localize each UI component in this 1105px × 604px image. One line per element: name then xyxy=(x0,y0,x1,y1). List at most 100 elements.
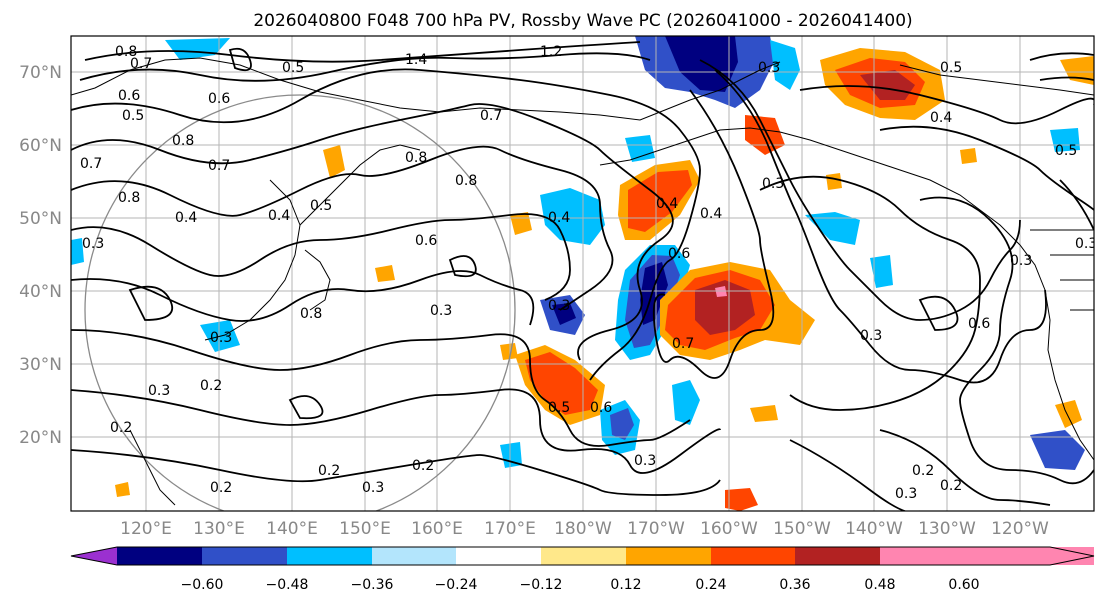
lon-label: 120°W xyxy=(991,519,1049,539)
contour-label: 0.6 xyxy=(415,233,437,249)
coastlines xyxy=(71,57,1094,506)
contour-label: 1.4 xyxy=(405,52,427,68)
contour-label: 0.6 xyxy=(968,316,990,332)
anomaly-region-positive xyxy=(375,265,395,282)
lat-label: 40°N xyxy=(19,282,62,302)
lon-label: 180°W xyxy=(554,519,612,539)
contour-label: 0.6 xyxy=(208,91,230,107)
contour-label: 0.4 xyxy=(930,110,952,126)
contour-label: 0.3 xyxy=(210,330,232,346)
anomaly-region-negative xyxy=(1030,430,1085,470)
anomaly-region-positive xyxy=(960,148,977,164)
contour-label: 0.8 xyxy=(115,44,137,60)
contour-label: 0.3 xyxy=(1010,253,1032,269)
anomaly-region-positive xyxy=(115,482,130,497)
contour-label: 0.6 xyxy=(118,88,140,104)
lon-label: 140°E xyxy=(266,519,318,539)
colorbar-cell xyxy=(541,547,626,565)
colorbar-cell xyxy=(880,547,1094,565)
colorbar-cell xyxy=(287,547,372,565)
lon-label: 130°E xyxy=(193,519,245,539)
contour-label: 0.3 xyxy=(148,383,170,399)
lat-label: 60°N xyxy=(19,136,62,156)
anomaly-region-negative xyxy=(770,40,800,90)
anomaly-region-negative xyxy=(540,188,605,245)
lon-label: 130°W xyxy=(918,519,976,539)
anomaly-region-positive xyxy=(750,405,778,422)
contour-label: 0.5 xyxy=(940,60,962,76)
contour-label: 0.4 xyxy=(656,196,678,212)
colorbar-cell xyxy=(456,547,541,565)
colorbar-cell xyxy=(71,547,117,565)
colorbar-cell xyxy=(795,547,880,565)
contour-label: 0.8 xyxy=(118,190,140,206)
colorbar: −0.60 −0.48 −0.36 −0.24 −0.12 0.12 0.24 … xyxy=(70,546,1095,593)
colorbar-tick-label: −0.60 xyxy=(181,577,224,593)
colorbar-cell xyxy=(626,547,711,565)
anomaly-region-positive xyxy=(826,173,842,190)
contour-label: 0.8 xyxy=(405,150,427,166)
contour-label: 0.7 xyxy=(672,336,694,352)
map-title: 2026040800 F048 700 hPa PV, Rossby Wave … xyxy=(253,11,912,31)
contour-label: 0.8 xyxy=(172,133,194,149)
contour-label: 0.3 xyxy=(762,176,784,192)
colorbar-cell xyxy=(711,547,795,565)
colorbar-tick-label: −0.24 xyxy=(435,577,478,593)
contour-label: 0.7 xyxy=(480,108,502,124)
contour-label: 0.2 xyxy=(912,463,934,479)
contour-label: 0.3 xyxy=(860,328,882,344)
colorbar-tick-label: 0.60 xyxy=(948,577,979,593)
contour-label: 0.5 xyxy=(1055,143,1077,159)
contour-label: 0.2 xyxy=(210,480,232,496)
colorbar-tick-label: 0.12 xyxy=(610,577,641,593)
anomaly-region-negative xyxy=(672,380,700,425)
colorbar-tick-label: 0.48 xyxy=(864,577,895,593)
map-panel: 0.8 0.7 1.4 1.2 0.5 0.6 0.3 0.5 0.6 0.7 … xyxy=(70,35,1095,512)
lon-label: 140°W xyxy=(845,519,903,539)
latitude-axis: 70°N 60°N 50°N 40°N 30°N 20°N xyxy=(19,63,62,448)
contour-label: 0.3 xyxy=(430,303,452,319)
longitude-axis: 120°E 130°E 140°E 150°E 160°E 170°E 180°… xyxy=(120,519,1049,539)
contour-label: 0.3 xyxy=(634,453,656,469)
contour-label: 0.4 xyxy=(548,210,570,226)
contour-label: 0.2 xyxy=(110,420,132,436)
contour-label: 0.4 xyxy=(175,210,197,226)
lon-label: 170°E xyxy=(484,519,536,539)
anomaly-region-negative xyxy=(552,303,576,325)
contour-label: 0.5 xyxy=(310,198,332,214)
contour-label: 1.2 xyxy=(540,44,562,60)
colorbar-tick-label: 0.36 xyxy=(779,577,810,593)
anomaly-region-negative xyxy=(870,255,893,288)
contour-label: 0.2 xyxy=(412,458,434,474)
anomaly-region-negative xyxy=(71,238,84,265)
radius-circle xyxy=(84,94,516,511)
colorbar-tick-label: −0.36 xyxy=(351,577,394,593)
anomaly-region-positive xyxy=(725,488,758,511)
colorbar-cell xyxy=(117,547,202,565)
anomaly-region-positive xyxy=(500,343,518,360)
anomaly-region-negative xyxy=(610,408,634,440)
contour-label: 0.2 xyxy=(318,463,340,479)
pv-contours xyxy=(71,41,1094,511)
anomaly-region-positive xyxy=(525,352,598,415)
anomaly-region-negative xyxy=(805,212,860,245)
anomaly-region-positive xyxy=(323,145,345,178)
contour-label: 0.5 xyxy=(548,400,570,416)
contour-label: 0.7 xyxy=(80,156,102,172)
pv-shading xyxy=(71,36,1094,511)
lat-label: 20°N xyxy=(19,428,62,448)
contour-label: 0.3 xyxy=(362,480,384,496)
lon-label: 160°W xyxy=(700,519,758,539)
graticule xyxy=(71,36,1094,511)
contour-label: 0.2 xyxy=(940,478,962,494)
contour-label: 0.2 xyxy=(200,378,222,394)
lon-label: 170°W xyxy=(627,519,685,539)
contour-label: 0.8 xyxy=(300,306,322,322)
colorbar-cell xyxy=(202,547,287,565)
colorbar-tick-label: −0.48 xyxy=(266,577,309,593)
contour-label: 0.5 xyxy=(122,108,144,124)
lat-label: 50°N xyxy=(19,209,62,229)
anomaly-region-negative xyxy=(1050,128,1080,152)
anomaly-region-positive xyxy=(695,280,755,335)
colorbar-tick-label: 0.24 xyxy=(695,577,726,593)
